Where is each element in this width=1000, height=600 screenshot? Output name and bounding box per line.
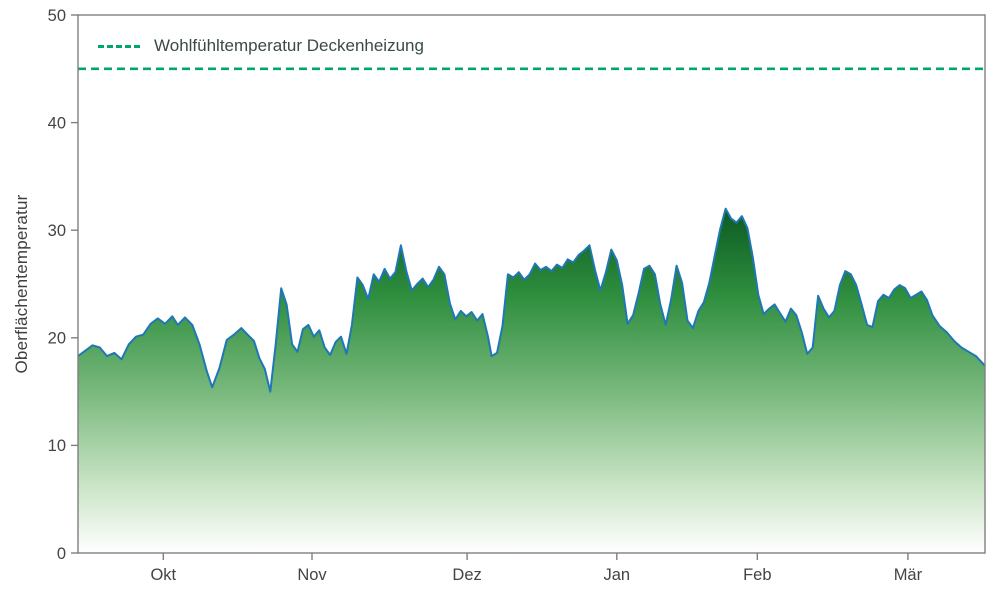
y-tick-label: 30 [48, 222, 66, 240]
x-tick-label: Nov [297, 566, 327, 584]
x-tick-label: Jan [603, 566, 630, 584]
y-tick-label: 50 [48, 7, 66, 25]
y-tick-label: 40 [48, 114, 66, 132]
x-tick-label: Dez [452, 566, 481, 584]
plot-frame [77, 14, 986, 554]
legend: Wohlfühltemperatur Deckenheizung [98, 36, 424, 56]
y-tick-label: 0 [57, 545, 66, 563]
y-tick-label: 10 [48, 437, 66, 455]
temperature-line [77, 207, 986, 393]
x-tick-label: Feb [743, 566, 771, 584]
x-tick-label: Mär [894, 566, 923, 584]
y-tick-label: 20 [48, 330, 66, 348]
x-tick-label: Okt [150, 566, 176, 584]
y-axis-title: Oberflächentemperatur [12, 194, 31, 374]
threshold-legend-label: Wohlfühltemperatur Deckenheizung [154, 36, 424, 55]
threshold-dashed-line-swatch [98, 44, 140, 48]
